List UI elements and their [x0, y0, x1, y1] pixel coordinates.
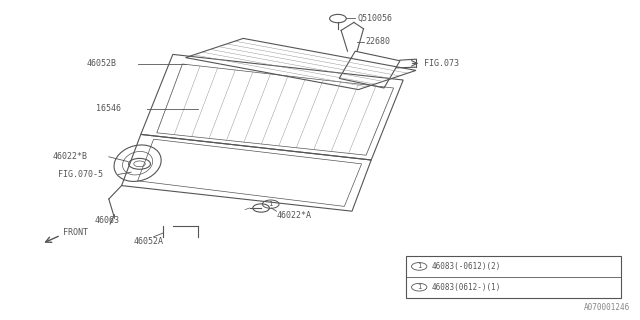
Text: 22680: 22680: [365, 37, 390, 46]
Text: 46022*B: 46022*B: [52, 152, 88, 161]
Text: 1: 1: [417, 284, 421, 290]
Text: 16546: 16546: [96, 104, 121, 113]
Text: 46083(0612-)(1): 46083(0612-)(1): [432, 283, 501, 292]
Text: FIG.070-5: FIG.070-5: [58, 170, 102, 179]
Text: 1: 1: [417, 263, 421, 269]
Text: 46083(-0612)(2): 46083(-0612)(2): [432, 262, 501, 271]
Text: 46052B: 46052B: [86, 60, 116, 68]
Text: Q510056: Q510056: [357, 14, 392, 23]
Text: 46052A: 46052A: [133, 237, 163, 246]
Text: 46022*A: 46022*A: [276, 211, 312, 220]
Text: FIG.073: FIG.073: [424, 59, 459, 68]
Text: FRONT: FRONT: [63, 228, 88, 237]
Text: 46063: 46063: [95, 216, 120, 225]
Text: A070001246: A070001246: [584, 303, 630, 312]
Text: 1: 1: [269, 201, 273, 207]
Bar: [406, 256, 621, 298]
